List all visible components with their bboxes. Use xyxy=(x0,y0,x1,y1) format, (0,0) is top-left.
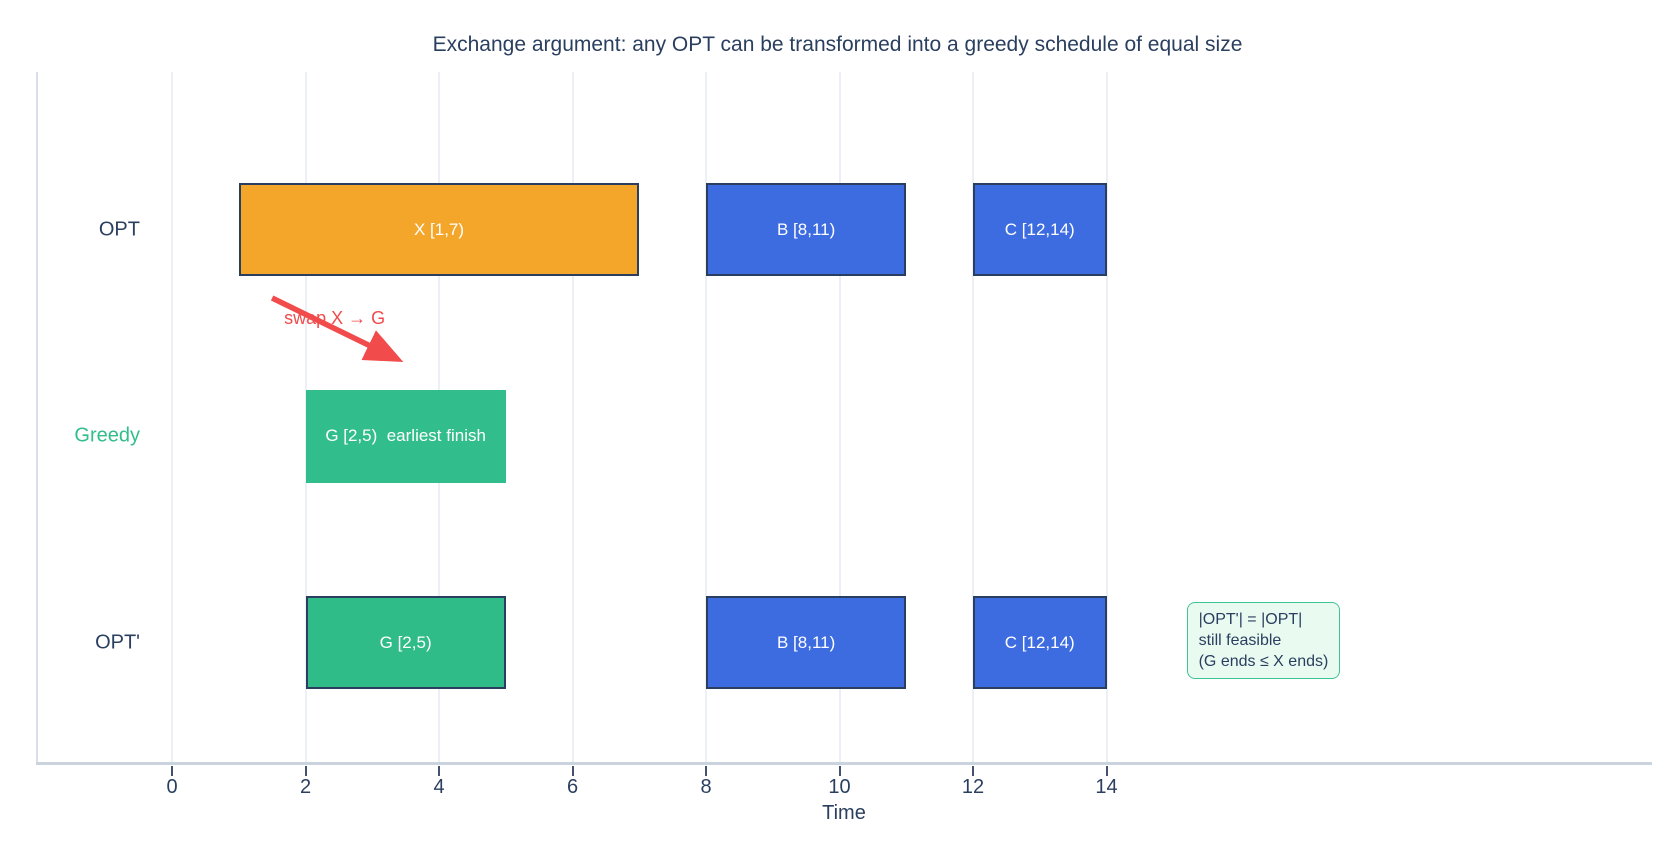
gridline-10 xyxy=(838,72,841,762)
y-axis-spine xyxy=(36,72,38,763)
x-tick-mark-14 xyxy=(1105,766,1108,776)
x-tick-mark-0 xyxy=(171,766,173,776)
gridline-6 xyxy=(571,72,574,762)
gridline-0 xyxy=(171,72,173,762)
chart-title: Exchange argument: any OPT can be transf… xyxy=(432,33,1243,56)
result-box-line-1: |OPT'| = |OPT| xyxy=(1198,611,1303,628)
bar-c-opt: C [12,14) xyxy=(973,596,1107,689)
x-tick-mark-10 xyxy=(838,766,841,776)
x-tick-mark-4 xyxy=(438,766,440,776)
x-tick-label-4: 4 xyxy=(433,776,445,798)
x-tick-label-6: 6 xyxy=(566,776,579,798)
x-axis-title: Time xyxy=(822,802,866,824)
gridline-8 xyxy=(705,72,707,762)
row-label-opt: OPT' xyxy=(95,631,140,653)
result-box-line-3: (G ends ≤ X ends) xyxy=(1198,653,1329,671)
x-tick-mark-6 xyxy=(571,766,574,776)
x-tick-label-14: 14 xyxy=(1095,776,1118,798)
x-tick-label-2: 2 xyxy=(299,776,312,798)
gridline-12 xyxy=(972,72,974,762)
swap-annotation-label: swap X → G xyxy=(284,308,386,328)
bar-g-opt: G [2,5) xyxy=(305,596,506,689)
result-box-line-2: still feasible xyxy=(1198,632,1282,650)
bar-c-opt: C [12,14) xyxy=(973,183,1107,276)
gridline-14 xyxy=(1105,72,1108,762)
bar-g-greedy: G [2,5) earliest finish xyxy=(305,389,506,483)
x-tick-label-0: 0 xyxy=(166,776,178,798)
x-axis-line xyxy=(36,762,1652,765)
bar-b-opt: B [8,11) xyxy=(706,183,907,276)
bar-b-opt: B [8,11) xyxy=(706,596,907,689)
row-label-opt: OPT xyxy=(98,218,140,240)
row-label-greedy: Greedy xyxy=(74,424,140,447)
result-annotation-box: |OPT'| = |OPT| still feasible (G ends ≤ X … xyxy=(1186,602,1341,680)
x-tick-label-10: 10 xyxy=(828,776,851,798)
x-tick-label-12: 12 xyxy=(961,776,985,798)
bar-x-opt: X [1,7) xyxy=(238,183,640,276)
x-tick-mark-8 xyxy=(705,766,707,776)
x-tick-mark-12 xyxy=(972,766,974,776)
x-tick-label-8: 8 xyxy=(700,776,712,798)
x-tick-mark-2 xyxy=(304,766,307,776)
